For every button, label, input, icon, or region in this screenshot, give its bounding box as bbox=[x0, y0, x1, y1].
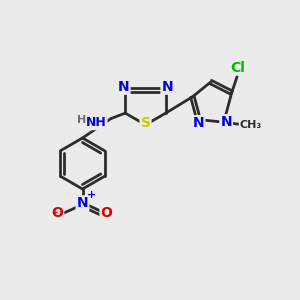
Text: Cl: Cl bbox=[230, 61, 245, 74]
Text: N: N bbox=[118, 80, 130, 94]
Text: NH: NH bbox=[86, 116, 106, 129]
Text: N: N bbox=[161, 80, 173, 94]
Text: H: H bbox=[76, 115, 86, 125]
Text: N: N bbox=[193, 116, 204, 130]
Text: CH₃: CH₃ bbox=[240, 120, 262, 130]
Text: N: N bbox=[77, 196, 88, 210]
Text: O: O bbox=[51, 206, 63, 220]
Text: ⁻: ⁻ bbox=[51, 209, 58, 222]
Text: O: O bbox=[100, 206, 112, 220]
Text: +: + bbox=[87, 190, 96, 200]
Text: N: N bbox=[220, 115, 232, 129]
Text: S: S bbox=[140, 116, 151, 130]
